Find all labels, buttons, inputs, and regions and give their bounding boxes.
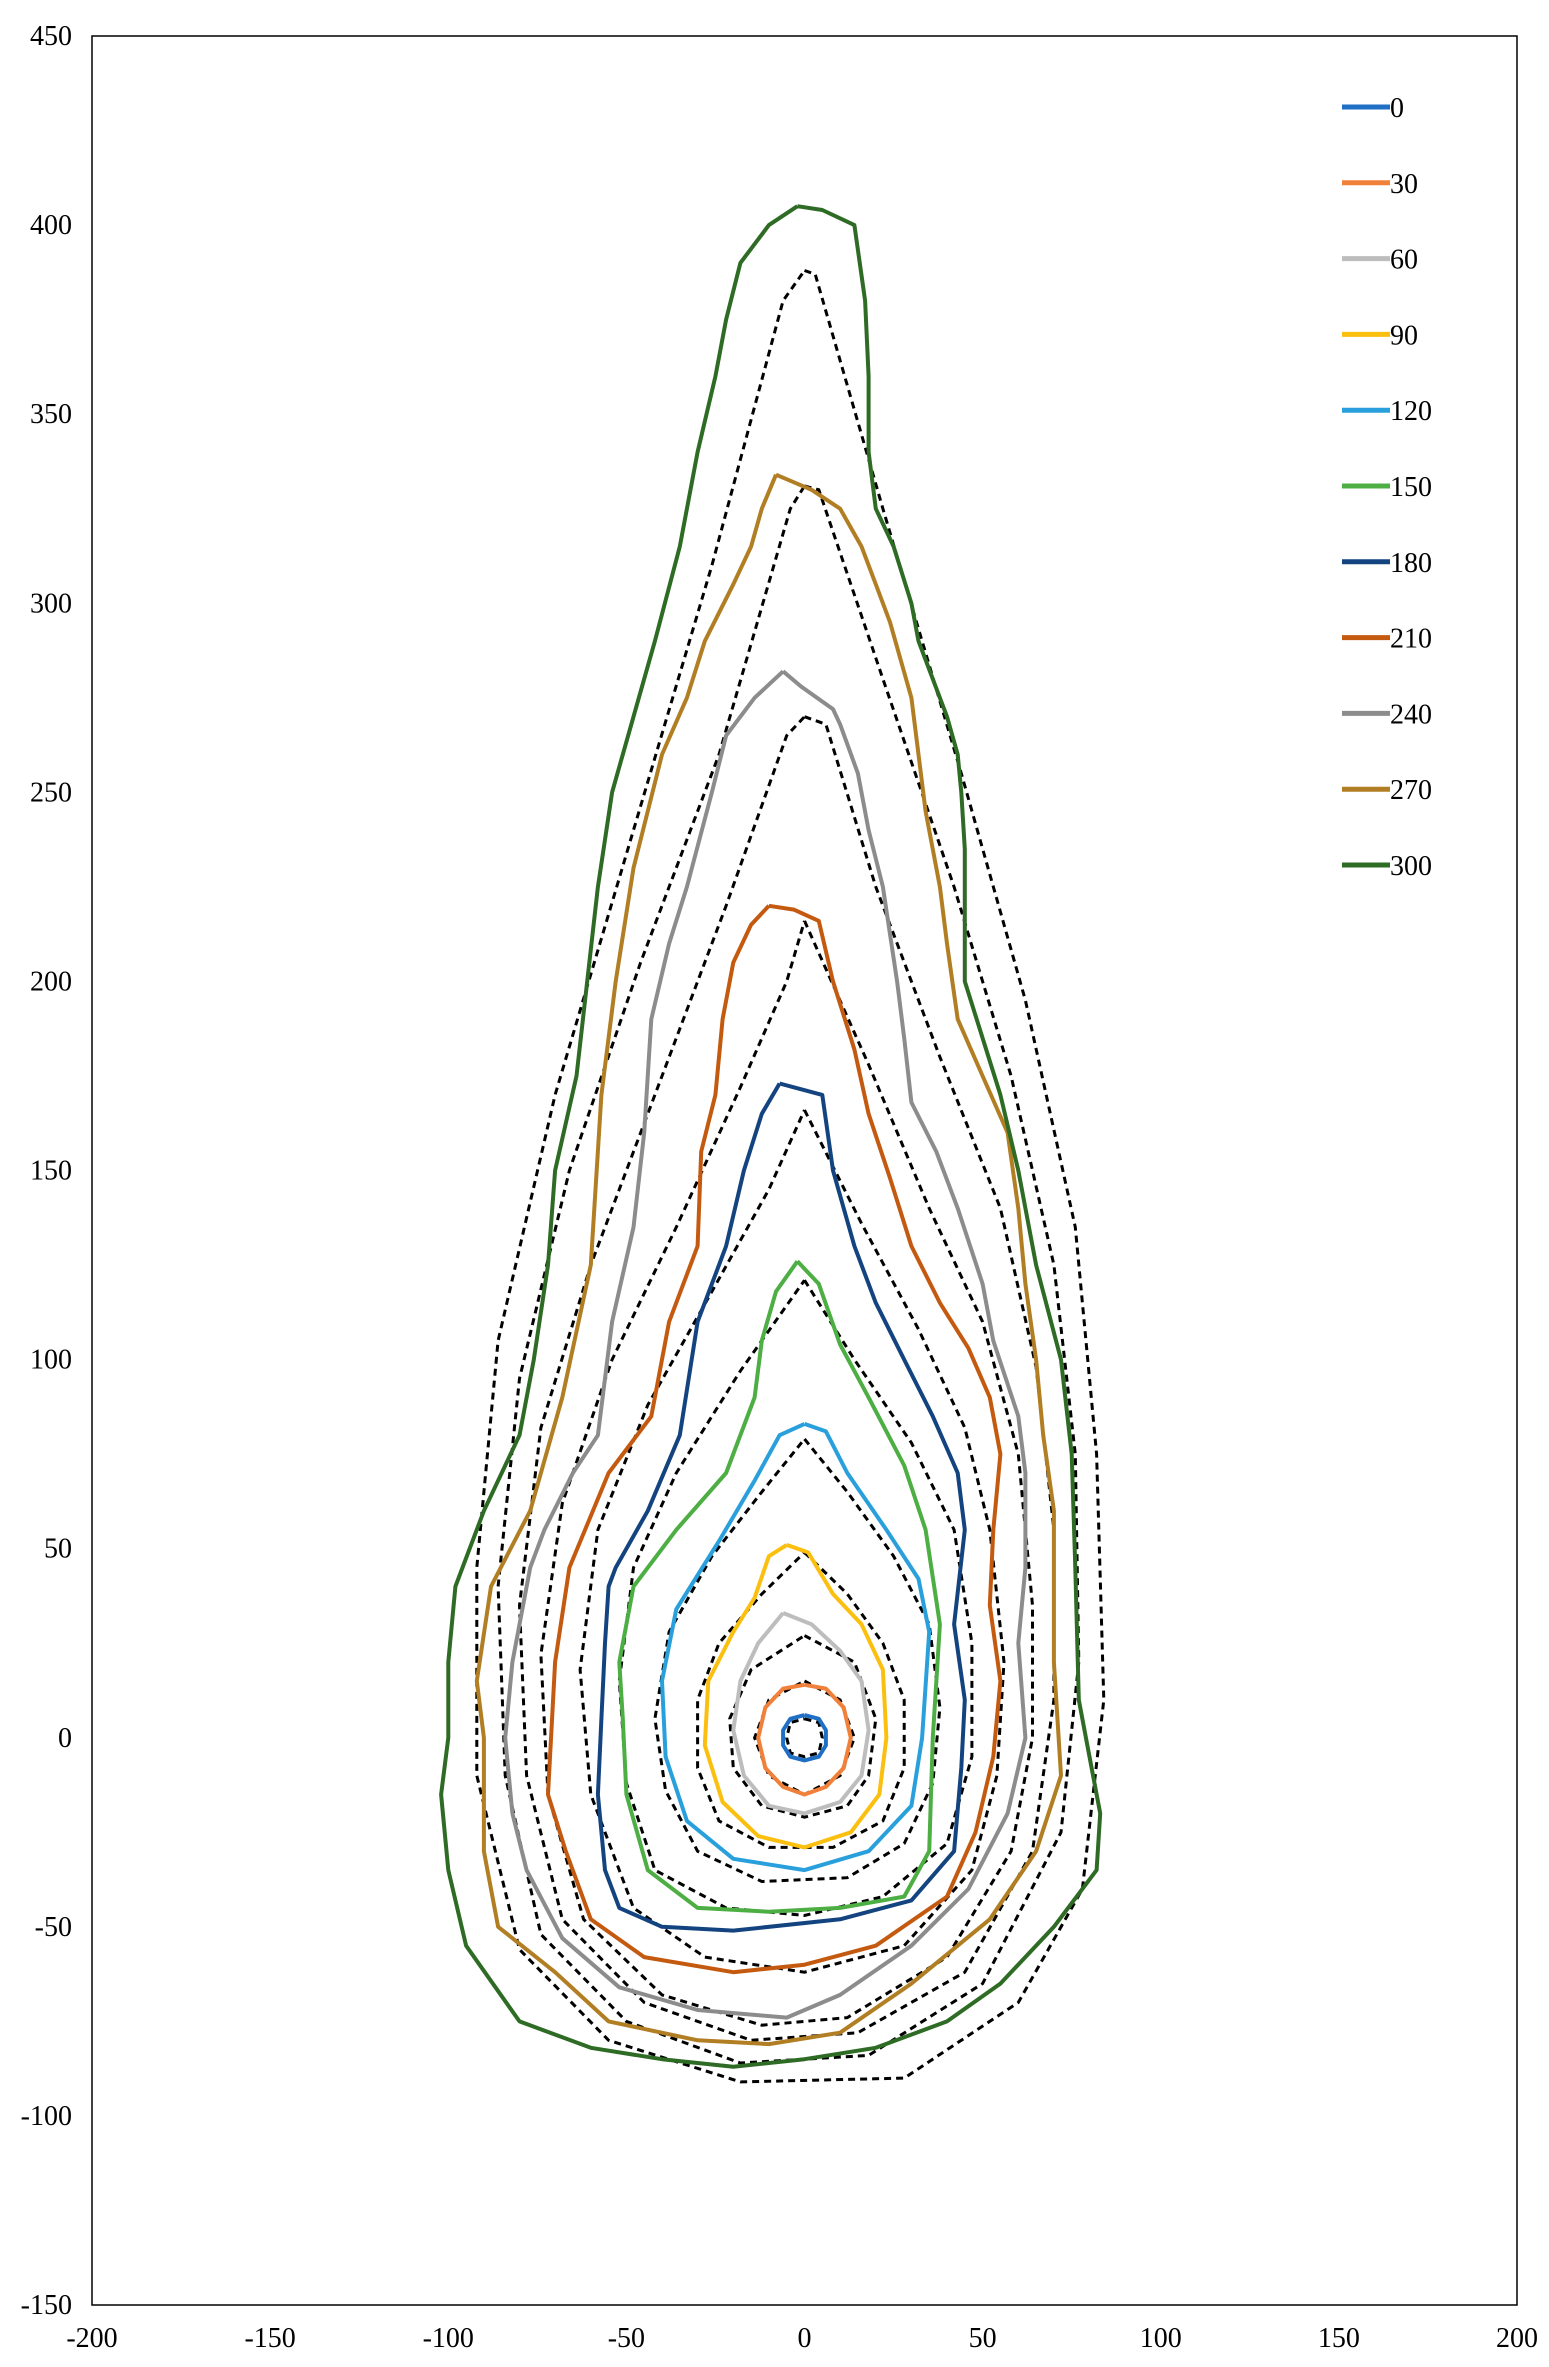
legend-label-210: 210 <box>1390 624 1432 655</box>
y-tick-label: -100 <box>21 2101 72 2132</box>
series-line-30 <box>756 1682 853 1797</box>
series-group <box>439 204 1103 2069</box>
x-tick-label: -50 <box>608 2323 645 2354</box>
y-tick-label: 50 <box>44 1534 72 1565</box>
x-tick-label: 100 <box>1140 2323 1182 2354</box>
dashed-contour-5 <box>617 1279 974 1918</box>
y-tick-label: -50 <box>35 1912 72 1943</box>
y-tick-label: 250 <box>30 777 72 808</box>
legend-label-180: 180 <box>1390 548 1432 579</box>
x-tick-label: 150 <box>1318 2323 1360 2354</box>
dashed-contour-7 <box>539 920 1034 2027</box>
y-tick-label: 200 <box>30 966 72 997</box>
y-tick-label: 0 <box>58 1723 72 1754</box>
dashed-contour-group <box>475 269 1106 2084</box>
y-axis-tick-labels: -150 -100 -50 0 50 100 150 200 250 300 350 400 450 <box>21 21 72 2321</box>
legend-label-90: 90 <box>1390 320 1418 351</box>
series-line-0 <box>781 1713 828 1763</box>
legend-label-120: 120 <box>1390 396 1432 427</box>
series-line-90 <box>702 1543 889 1850</box>
y-tick-label: 450 <box>30 21 72 52</box>
legend-label-300: 300 <box>1390 851 1432 882</box>
legend-label-60: 60 <box>1390 245 1418 276</box>
y-tick-label: -150 <box>21 2290 72 2321</box>
y-tick-label: 100 <box>30 1345 72 1376</box>
legend-label-240: 240 <box>1390 699 1432 730</box>
series-line-60 <box>731 1611 871 1816</box>
series-line-150 <box>617 1259 942 1914</box>
y-tick-label: 400 <box>30 210 72 241</box>
dashed-contour-10 <box>475 269 1106 2084</box>
dashed-contour-0 <box>785 1717 824 1759</box>
legend-label-0: 0 <box>1390 93 1404 124</box>
series-line-270 <box>474 472 1063 2047</box>
legend-label-30: 30 <box>1390 169 1418 200</box>
legend-label-150: 150 <box>1390 472 1432 503</box>
x-tick-label: -200 <box>66 2323 117 2354</box>
y-tick-label: 350 <box>30 399 72 430</box>
plot-area-frame <box>91 35 1518 2306</box>
x-tick-label: 50 <box>969 2323 997 2354</box>
x-tick-label: 200 <box>1496 2323 1538 2354</box>
series-line-240 <box>503 669 1028 2020</box>
y-tick-label: 300 <box>30 588 72 619</box>
dashed-contour-4 <box>653 1438 942 1884</box>
legend-label-270: 270 <box>1390 775 1432 806</box>
series-line-180 <box>595 1081 967 1933</box>
dashed-contour-6 <box>578 1109 1006 1974</box>
series-line-210 <box>546 903 1003 1975</box>
y-tick-label: 150 <box>30 1156 72 1187</box>
x-axis-tick-labels: -200 -150 -100 -50 0 50 100 150 200 <box>66 2323 1538 2354</box>
x-tick-label: 0 <box>798 2323 812 2354</box>
x-tick-label: -100 <box>423 2323 474 2354</box>
series-line-300 <box>439 204 1103 2069</box>
x-tick-label: -150 <box>244 2323 295 2354</box>
series-line-120 <box>660 1422 932 1873</box>
legend: 0 30 60 90 120 150 180 210 240 270 300 <box>1342 93 1432 882</box>
